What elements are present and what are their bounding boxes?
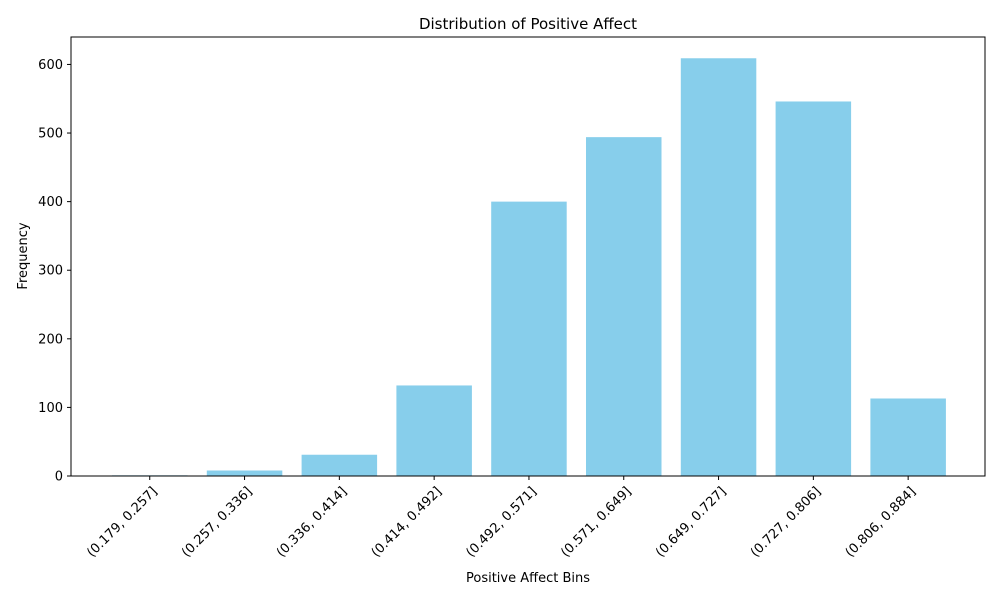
x-tick-label: (0.649, 0.727] [653,484,729,560]
chart-title: Distribution of Positive Affect [419,15,637,33]
x-tick-label: (0.179, 0.257] [84,484,160,560]
y-axis: 0 100 200 300 400 500 600 [38,58,71,485]
bar-5 [586,137,662,476]
x-tick-label: (0.492, 0.571] [464,484,540,560]
x-tick-label: (0.806, 0.884] [843,484,919,560]
y-tick-label: 100 [38,401,63,416]
bar-6 [680,58,757,476]
x-tick-label: (0.336, 0.414] [274,484,350,560]
bar-8 [870,398,946,476]
y-tick-label: 400 [38,195,63,210]
x-tick-label: (0.571, 0.649] [558,484,634,560]
x-axis-label: Positive Affect Bins [466,571,590,586]
bar-4 [491,201,567,476]
y-tick-label: 600 [38,58,63,73]
y-tick-label: 200 [38,332,63,347]
y-tick-label: 500 [38,127,63,142]
y-tick-label: 300 [38,264,63,279]
bar-7 [775,101,852,477]
y-tick-label: 0 [55,470,63,485]
x-axis: (0.179, 0.257] (0.257, 0.336] (0.336, 0.41… [84,476,919,560]
bar-3 [396,385,472,476]
y-axis-label: Frequency [16,222,31,289]
x-tick-label: (0.257, 0.336] [179,484,255,560]
bars-group [112,58,946,477]
bar-2 [301,454,378,476]
x-tick-label: (0.414, 0.492] [369,484,445,560]
bar-1 [206,470,283,476]
x-tick-label: (0.727, 0.806] [748,484,824,560]
plot-frame [70,36,986,477]
